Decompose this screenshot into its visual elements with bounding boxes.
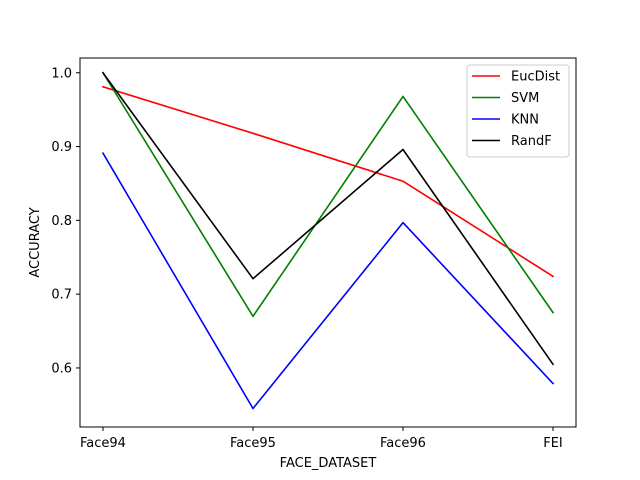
legend-label-knn: KNN (511, 113, 539, 128)
x-tick-label: Face95 (230, 436, 276, 451)
series-line-randf (101, 71, 555, 366)
y-tick-label: 1.0 (51, 66, 72, 81)
series-line-eucdist (101, 85, 555, 278)
x-axis-label: FACE_DATASET (280, 456, 377, 471)
legend-label-randf: RandF (511, 134, 552, 149)
legend: EucDist SVM KNN RandF (466, 64, 570, 158)
legend-label-svm: SVM (511, 91, 539, 106)
legend-label-eucdist: EucDist (511, 70, 560, 85)
legend-box (466, 64, 570, 158)
y-axis: 0.6 0.7 0.8 0.9 1.0 (51, 66, 80, 376)
x-tick-label: FEI (543, 436, 563, 451)
y-axis-label: ACCURACY (28, 207, 43, 277)
x-tick-label: Face96 (380, 436, 426, 451)
series-line-knn (101, 152, 555, 410)
y-tick-label: 0.8 (51, 214, 72, 229)
plot-frame (79, 57, 577, 428)
series-layer (101, 71, 555, 410)
series-line-svm (101, 71, 555, 318)
x-tick-label: Face94 (80, 436, 126, 451)
y-tick-label: 0.6 (51, 361, 72, 376)
y-tick-label: 0.7 (51, 288, 72, 303)
y-tick-label: 0.9 (51, 140, 72, 155)
x-axis: Face94 Face95 Face96 FEI (80, 427, 563, 451)
